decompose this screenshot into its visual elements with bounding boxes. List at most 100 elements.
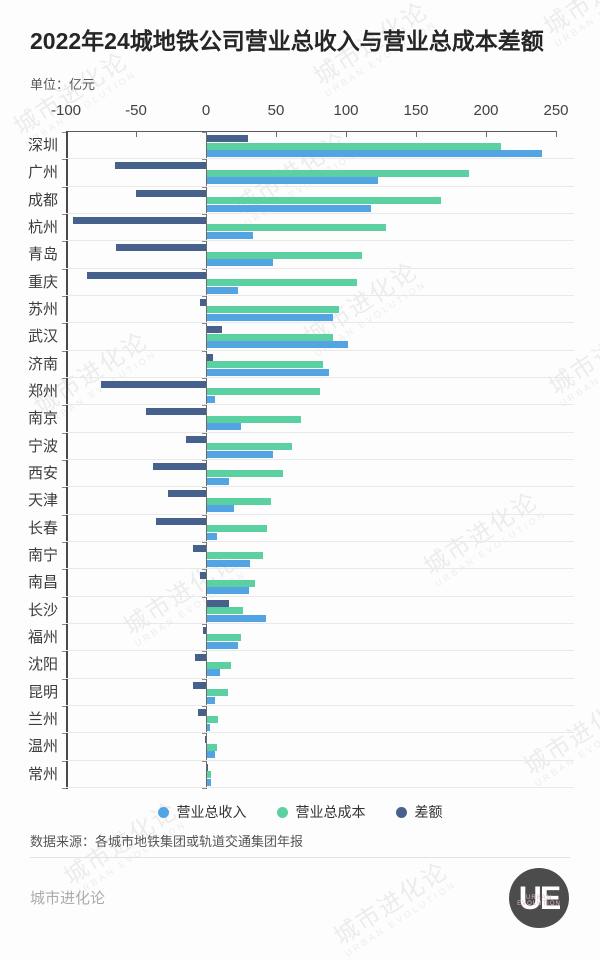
axis-tick-nub	[62, 459, 66, 461]
bar-差额-郑州	[101, 380, 206, 388]
bar-差额-广州	[115, 162, 206, 170]
bar-差额-深圳	[207, 135, 248, 142]
bar-营业总收入-温州	[207, 751, 216, 759]
chart-rows: 深圳 广州 成都 杭州 青岛 重庆 苏州 武汉 济南 郑州 南京 宁波 西安 天津 长春 南宁 南昌 长沙 福州 沈阳…	[0, 132, 600, 788]
bar-差额-长春	[155, 517, 206, 525]
gridline	[66, 595, 574, 597]
x-tick-label: 100	[333, 102, 359, 119]
city-label: 长春	[27, 519, 58, 537]
city-label: 昆明	[27, 683, 58, 701]
gridline	[66, 158, 574, 160]
bar-差额-济南	[207, 353, 213, 361]
city-label: 广州	[27, 164, 58, 182]
axis-tick-nub	[62, 733, 66, 735]
axis-tick-nub	[202, 432, 206, 434]
gridline	[66, 513, 574, 515]
bar-差额-青岛	[116, 244, 206, 252]
city-label: 常州	[27, 765, 58, 783]
gridline	[66, 212, 574, 214]
gridline	[66, 486, 574, 488]
bar-营业总成本-南京	[207, 415, 301, 423]
bar-营业总成本-长沙	[207, 607, 244, 615]
gridline	[66, 650, 574, 652]
gridline	[66, 732, 574, 734]
city-label: 武汉	[27, 328, 58, 346]
legend-label: 差额	[414, 804, 443, 820]
axis-tick-nub	[202, 678, 206, 680]
axis-tick-nub	[62, 323, 66, 325]
axis-tick-nub	[62, 350, 66, 352]
axis-tick-nub	[62, 405, 66, 407]
unit-label: 单位：亿元	[30, 77, 96, 92]
gridline	[66, 404, 574, 406]
city-label: 西安	[27, 464, 58, 482]
x-tick-mark	[346, 131, 347, 137]
axis-tick-nub	[202, 350, 206, 352]
axis-tick-nub	[202, 514, 206, 516]
bar-营业总收入-深圳	[207, 150, 542, 157]
axis-tick-nub	[62, 132, 66, 133]
chart-row-昆明: 昆明	[0, 679, 600, 706]
axis-tick-nub	[202, 459, 206, 461]
x-tick-mark	[486, 131, 487, 137]
bar-差额-南宁	[193, 544, 206, 552]
bar-营业总收入-昆明	[207, 696, 216, 704]
gridline	[66, 294, 574, 296]
zero-axis-line	[206, 131, 207, 789]
chart-row-长春: 长春	[0, 515, 600, 542]
x-tick-label: 250	[543, 102, 569, 119]
axis-tick-nub	[62, 760, 66, 762]
bar-营业总成本-长春	[207, 525, 268, 533]
axis-tick-nub	[62, 541, 66, 543]
gridline	[66, 677, 574, 679]
bar-营业总收入-广州	[207, 177, 378, 185]
axis-tick-nub	[62, 377, 66, 379]
chart-row-兰州: 兰州	[0, 706, 600, 734]
axis-tick-nub	[62, 623, 66, 625]
city-label: 兰州	[27, 710, 58, 728]
brand-name: 城市进化论	[30, 890, 106, 907]
bar-差额-天津	[168, 490, 206, 498]
gridline	[66, 540, 574, 542]
axis-tick-nub	[62, 487, 66, 489]
city-label: 济南	[27, 355, 58, 373]
bar-差额-宁波	[186, 435, 206, 443]
y-axis-spine	[66, 131, 68, 789]
chart-row-武汉: 武汉	[0, 323, 600, 351]
legend-item-营业总收入: 营业总收入	[157, 802, 247, 822]
chart-row-成都: 成都	[0, 187, 600, 214]
gridline	[66, 322, 574, 324]
axis-tick-nub	[62, 432, 66, 434]
footer-divider	[30, 857, 570, 858]
axis-tick-nub	[202, 405, 206, 407]
axis-tick-nub	[202, 159, 206, 161]
chart-row-深圳: 深圳	[0, 132, 600, 160]
city-label: 温州	[27, 738, 58, 756]
bar-营业总收入-重庆	[207, 286, 238, 294]
gridline	[66, 759, 574, 761]
legend-item-差额: 差额	[395, 802, 443, 822]
axis-tick-nub	[62, 213, 66, 215]
legend-dot-icon	[395, 806, 407, 818]
bar-营业总成本-南昌	[207, 579, 255, 587]
chart-row-济南: 济南	[0, 351, 600, 378]
bar-差额-杭州	[73, 216, 206, 224]
x-tick-mark	[136, 131, 137, 137]
city-label: 重庆	[27, 273, 58, 291]
bar-营业总收入-天津	[207, 505, 234, 513]
city-label: 宁波	[27, 437, 58, 455]
chart-legend: 营业总收入 营业总成本 差额	[0, 802, 600, 822]
bar-营业总收入-西安	[207, 477, 230, 485]
source-note: 数据来源：各城市地铁集团或轨道交通集团年报	[30, 834, 304, 849]
bar-差额-常州	[207, 763, 208, 771]
bar-营业总收入-青岛	[207, 259, 273, 267]
axis-tick-nub	[202, 623, 206, 625]
axis-tick-nub	[202, 541, 206, 543]
bar-差额-西安	[152, 462, 206, 470]
gridline	[66, 185, 574, 187]
bar-差额-成都	[136, 189, 206, 197]
chart-row-南昌: 南昌	[0, 569, 600, 597]
bar-营业总成本-昆明	[207, 689, 228, 697]
bar-差额-南昌	[200, 572, 206, 580]
bar-营业总收入-南宁	[207, 559, 251, 567]
